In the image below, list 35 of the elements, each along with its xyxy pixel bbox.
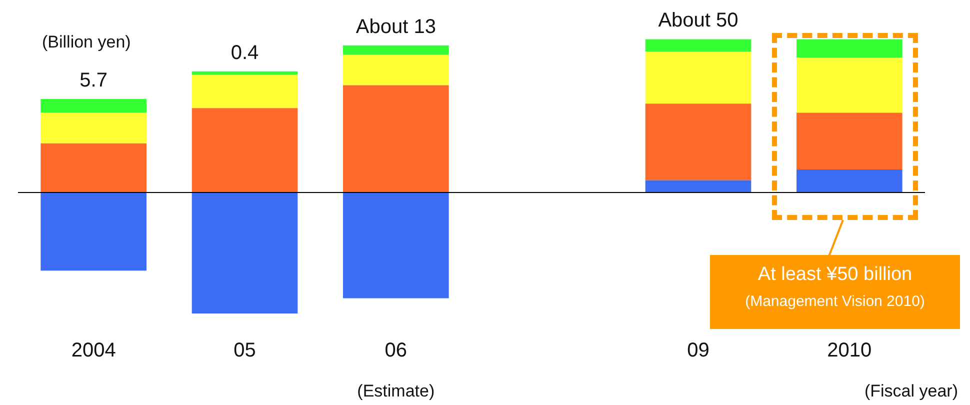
x-tick-label: 06 xyxy=(384,340,408,362)
bar xyxy=(192,74,298,108)
bar xyxy=(343,45,449,55)
bar xyxy=(192,71,298,74)
x-axis-title: (Fiscal year) xyxy=(864,382,958,401)
y-axis-title: (Billion yen) xyxy=(42,32,131,52)
bar xyxy=(192,108,298,192)
bar xyxy=(40,143,146,192)
bar xyxy=(40,112,146,144)
bar xyxy=(40,98,146,113)
bar xyxy=(645,51,752,104)
text: About 13 xyxy=(356,16,436,38)
bar xyxy=(40,192,146,271)
bar xyxy=(796,169,902,192)
annotation: (Management Vision 2010) xyxy=(744,292,926,312)
bar xyxy=(192,192,298,314)
bar xyxy=(796,39,902,58)
bar xyxy=(343,54,449,86)
bar xyxy=(645,104,752,180)
x-tick-label: 2004 xyxy=(71,340,116,362)
annotation: 0.4 xyxy=(230,42,259,64)
x-tick-label: 2010 xyxy=(827,340,872,362)
bar xyxy=(645,39,752,52)
text: (Estimate) xyxy=(357,382,435,401)
callout-box: At least ¥50 billion (Management Vision 2010) xyxy=(710,255,960,329)
bar xyxy=(343,192,449,298)
x-tick-label: 05 xyxy=(234,340,256,362)
bar xyxy=(645,180,752,192)
text: About 50 xyxy=(658,10,738,32)
annotation: 5.7 xyxy=(80,70,108,92)
annotation: At least ¥50 billion xyxy=(756,263,914,287)
bar xyxy=(796,112,902,170)
bar xyxy=(343,85,449,192)
bar xyxy=(796,58,902,113)
x-tick-label: 09 xyxy=(687,340,710,362)
